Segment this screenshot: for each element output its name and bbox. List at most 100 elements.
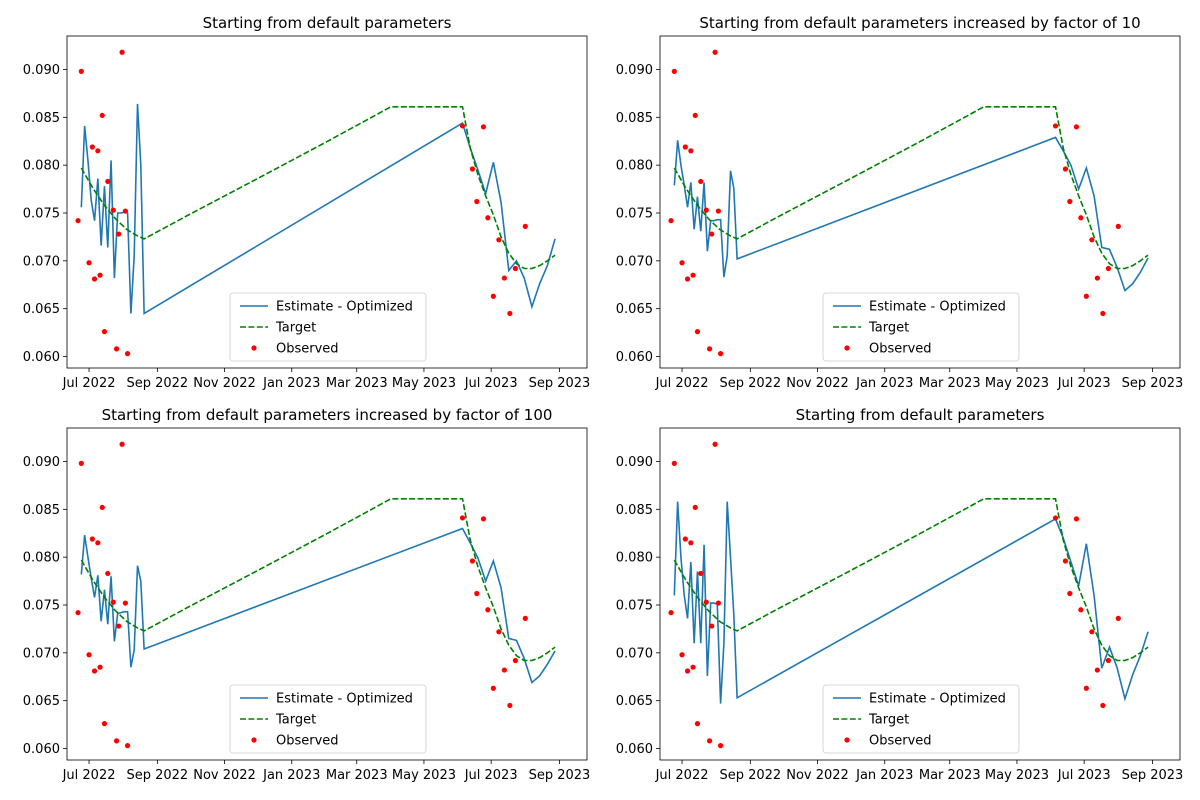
observed-point — [110, 207, 116, 213]
y-tick-label: 0.090 — [616, 63, 653, 78]
observed-point — [480, 516, 487, 522]
observed-point — [679, 652, 685, 658]
x-tick-label: Mar 2023 — [919, 376, 981, 391]
observed-point — [1073, 516, 1080, 522]
legend-label: Target — [275, 321, 316, 336]
subplot-2: Starting from default parameters increas… — [616, 14, 1184, 391]
observed-point — [715, 600, 721, 606]
observed-point — [703, 207, 709, 213]
legend-observed-marker — [251, 737, 257, 743]
legend-observed-marker — [844, 345, 850, 351]
y-tick-label: 0.085 — [616, 503, 653, 518]
x-tick-label: Nov 2022 — [193, 768, 256, 783]
x-tick-label: Jul 2023 — [464, 376, 518, 391]
x-tick-label: Nov 2022 — [786, 376, 849, 391]
observed-point — [1083, 293, 1089, 299]
estimate-line — [673, 136, 1149, 292]
observed-point — [698, 178, 704, 185]
observed-point — [124, 351, 131, 357]
observed-point — [522, 615, 528, 621]
y-tick-label: 0.060 — [23, 350, 60, 365]
y-tick-label: 0.060 — [616, 742, 653, 757]
observed-point — [1073, 124, 1080, 130]
observed-point — [507, 702, 513, 709]
observed-point — [682, 536, 688, 542]
observed-point — [75, 218, 81, 224]
y-tick-label: 0.070 — [23, 254, 60, 269]
legend: Estimate - Optimized Target Observed — [229, 684, 427, 754]
legend-label: Estimate - Optimized — [276, 692, 413, 707]
observed-point — [78, 460, 84, 467]
x-tick-label: Sep 2022 — [126, 376, 188, 391]
observed-point — [522, 223, 528, 229]
observed-point — [75, 610, 81, 616]
observed-point — [480, 124, 487, 130]
x-tick-label: Mar 2023 — [919, 768, 981, 783]
observed-point — [1094, 275, 1100, 281]
axes-frame — [66, 427, 588, 761]
y-tick-label: 0.085 — [23, 503, 60, 518]
observed-point — [86, 652, 92, 658]
legend-box — [229, 292, 427, 362]
observed-point — [490, 293, 496, 299]
x-tick-label: May 2023 — [985, 768, 1049, 783]
observed-point — [485, 215, 491, 221]
observed-point — [1115, 223, 1121, 229]
observed-point — [709, 231, 715, 237]
observed-point — [1067, 198, 1073, 205]
y-tick-label: 0.080 — [616, 159, 653, 174]
x-tick-label: Jan 2023 — [855, 768, 913, 783]
y-tick-label: 0.070 — [23, 646, 60, 661]
observed-point — [116, 231, 122, 237]
x-tick-label: Sep 2023 — [529, 768, 591, 783]
observed-point — [1078, 607, 1084, 613]
x-tick-label: Jan 2023 — [262, 768, 320, 783]
legend-label: Estimate - Optimized — [276, 300, 413, 315]
observed-point — [694, 721, 701, 727]
x-tick-label: Nov 2022 — [786, 768, 849, 783]
observed-point — [97, 664, 103, 670]
x-tick-label: Jul 2022 — [62, 768, 116, 783]
y-tick-label: 0.075 — [616, 599, 653, 614]
observed-point — [116, 623, 122, 629]
target-line — [80, 106, 556, 270]
legend-label: Estimate - Optimized — [869, 692, 1006, 707]
x-tick-label: May 2023 — [392, 376, 456, 391]
observed-point — [459, 123, 466, 129]
observed-point — [684, 668, 691, 674]
observed-point — [501, 667, 507, 673]
y-tick-label: 0.090 — [23, 63, 60, 78]
legend-observed-marker — [251, 345, 257, 351]
observed-point — [496, 629, 502, 635]
x-tick-label: Nov 2022 — [193, 376, 256, 391]
y-tick-label: 0.080 — [23, 551, 60, 566]
legend-label: Observed — [869, 342, 932, 357]
observed-point — [688, 540, 694, 546]
plot-area — [75, 441, 556, 749]
observed-point — [122, 600, 128, 606]
plot-area — [75, 49, 556, 357]
y-tick-label: 0.075 — [23, 599, 60, 614]
y-tick-label: 0.090 — [23, 455, 60, 470]
legend-box — [229, 684, 427, 754]
subplot-1: Starting from default parameters 0.060 0.0… — [23, 14, 591, 391]
legend-label: Observed — [276, 342, 339, 357]
observed-point — [459, 515, 466, 521]
observed-point — [91, 668, 98, 674]
legend-observed-marker — [844, 737, 850, 743]
x-tick-label: Jan 2023 — [262, 376, 320, 391]
target-line — [80, 498, 556, 662]
observed-point — [485, 607, 491, 613]
observed-point — [1062, 558, 1069, 564]
observed-point — [512, 265, 518, 272]
x-tick-label: Sep 2022 — [126, 768, 188, 783]
chart-title: Starting from default parameters — [203, 14, 452, 32]
observed-point — [717, 743, 724, 749]
observed-point — [124, 743, 131, 749]
observed-point — [682, 144, 688, 150]
y-tick-label: 0.085 — [616, 111, 653, 126]
observed-point — [668, 610, 674, 616]
observed-point — [110, 599, 116, 605]
observed-point — [1062, 166, 1069, 172]
observed-point — [694, 329, 701, 335]
